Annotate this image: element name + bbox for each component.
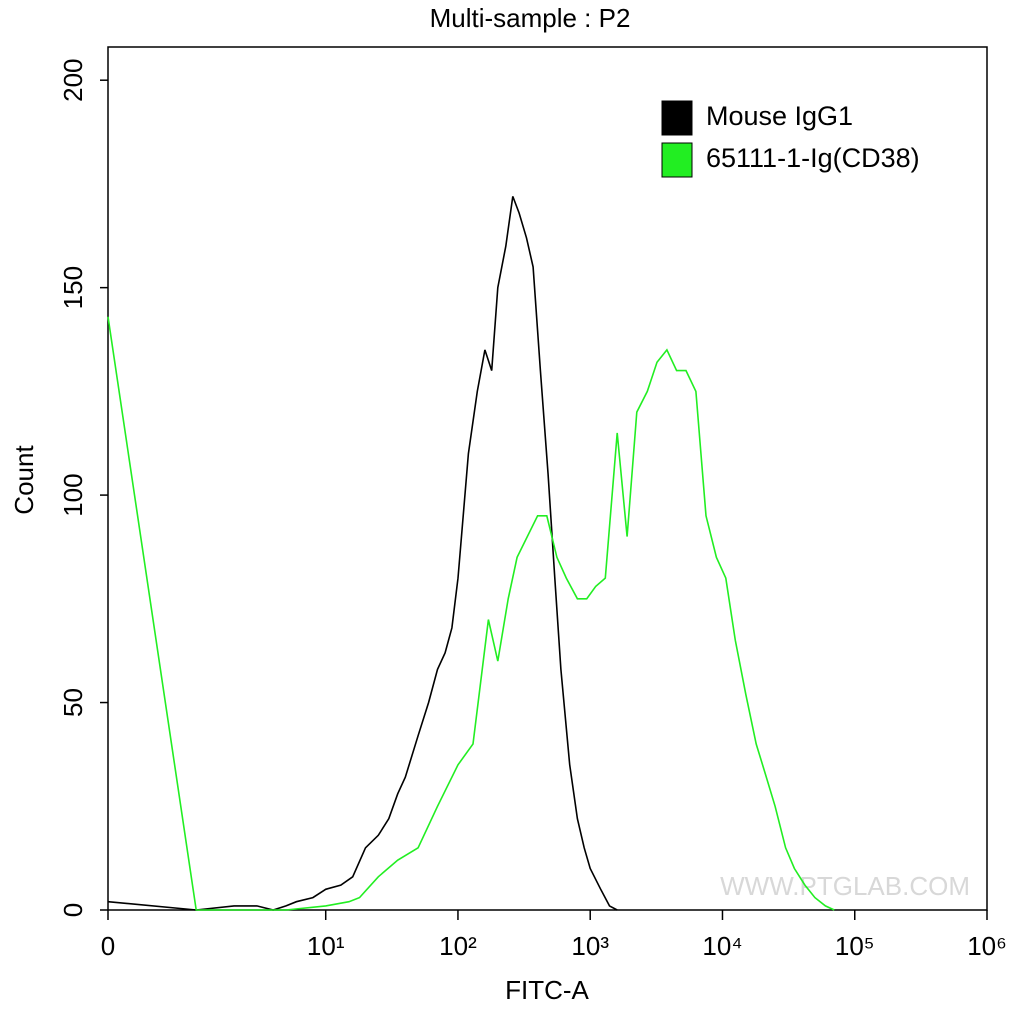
plot-frame: [107, 46, 988, 911]
y-tick-label: 50: [58, 688, 88, 717]
y-axis-label: Count: [9, 445, 39, 515]
y-tick-label: 0: [58, 903, 88, 917]
series-line: [107, 316, 835, 911]
x-axis-label: FITC-A: [505, 975, 589, 1005]
watermark: WWW.PTGLAB.COM: [720, 871, 970, 901]
x-tick-label: 10³: [571, 931, 609, 961]
legend-label: 65111-1-Ig(CD38): [706, 143, 920, 173]
x-tick-label: 10⁵: [835, 931, 875, 961]
legend-label: Mouse IgG1: [706, 101, 853, 131]
x-tick-label: 10⁴: [702, 931, 742, 961]
legend-swatch: [661, 100, 693, 136]
x-tick-label: 10⁶: [967, 931, 1007, 961]
x-tick-label: 10²: [439, 931, 477, 961]
x-tick-label: 0: [101, 931, 115, 961]
y-tick-label: 200: [58, 58, 88, 101]
x-tick-label: 10¹: [307, 931, 345, 961]
y-tick-label: 100: [58, 473, 88, 516]
legend-swatch: [661, 142, 693, 178]
chart-title: Multi-sample : P2: [430, 3, 631, 33]
series-line: [107, 196, 618, 911]
y-tick-label: 150: [58, 266, 88, 309]
